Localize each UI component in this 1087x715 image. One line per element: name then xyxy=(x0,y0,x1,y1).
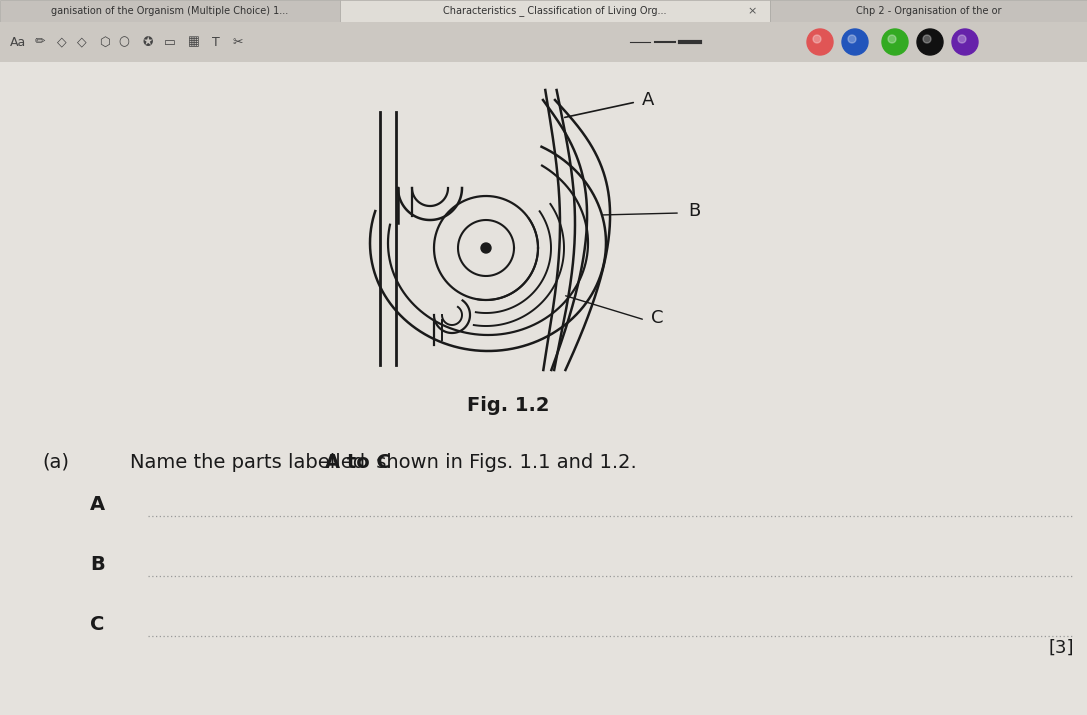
Text: ○: ○ xyxy=(118,36,129,49)
Text: Name the parts labelled: Name the parts labelled xyxy=(130,453,372,471)
Bar xyxy=(770,0,1087,22)
Circle shape xyxy=(917,29,944,55)
Text: ▭: ▭ xyxy=(164,36,176,49)
Text: C: C xyxy=(651,309,663,327)
Bar xyxy=(0,0,340,22)
Text: Characteristics _ Classification of Living Org...: Characteristics _ Classification of Livi… xyxy=(443,6,666,16)
Text: ◇: ◇ xyxy=(77,36,87,49)
Bar xyxy=(340,0,770,22)
Bar xyxy=(0,22,1087,62)
Circle shape xyxy=(842,29,869,55)
Text: C: C xyxy=(90,614,104,633)
Text: T: T xyxy=(212,36,220,49)
Circle shape xyxy=(923,35,930,43)
Text: ganisation of the Organism (Multiple Choice) 1...: ganisation of the Organism (Multiple Cho… xyxy=(51,6,289,16)
Text: Chp 2 - Organisation of the or: Chp 2 - Organisation of the or xyxy=(855,6,1001,16)
Circle shape xyxy=(882,29,908,55)
Circle shape xyxy=(848,35,855,43)
Text: ⬡: ⬡ xyxy=(99,36,110,49)
Text: B: B xyxy=(90,555,104,573)
Circle shape xyxy=(958,35,966,43)
Text: B: B xyxy=(688,202,700,220)
Text: A: A xyxy=(642,91,654,109)
Text: ✏: ✏ xyxy=(35,36,46,49)
Text: ×: × xyxy=(748,6,757,16)
Circle shape xyxy=(807,29,833,55)
Text: (a): (a) xyxy=(42,453,68,471)
Text: A: A xyxy=(90,495,105,513)
Text: ✂: ✂ xyxy=(233,36,243,49)
Text: ✪: ✪ xyxy=(142,36,153,49)
Text: [3]: [3] xyxy=(1049,639,1074,657)
Circle shape xyxy=(952,29,978,55)
Circle shape xyxy=(813,35,821,43)
Text: ▦: ▦ xyxy=(188,36,200,49)
Text: ◇: ◇ xyxy=(58,36,66,49)
Text: Fig. 1.2: Fig. 1.2 xyxy=(466,395,549,415)
Circle shape xyxy=(482,243,491,253)
Text: A to C: A to C xyxy=(325,453,391,471)
Text: Aa: Aa xyxy=(10,36,26,49)
Text: shown in Figs. 1.1 and 1.2.: shown in Figs. 1.1 and 1.2. xyxy=(370,453,637,471)
Circle shape xyxy=(888,35,896,43)
